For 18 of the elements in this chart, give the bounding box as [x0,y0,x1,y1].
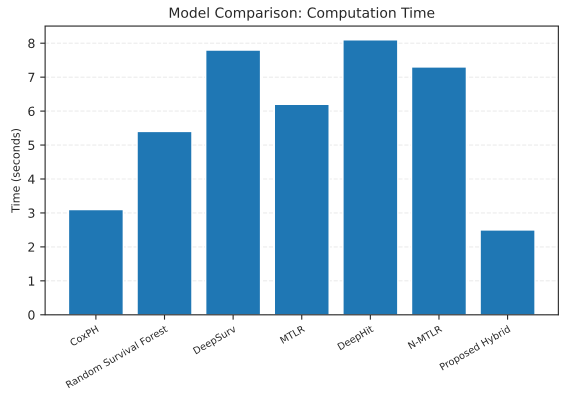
y-tick-label: 2 [28,242,34,252]
y-tick-label: 0 [28,310,35,320]
y-tick-label: 3 [28,208,34,218]
bar [68,208,124,315]
y-tick-label: 1 [28,276,34,286]
bar [204,49,262,315]
y-axis-title: Time (seconds) [11,128,22,213]
chart-title: Model Comparison: Computation Time [170,7,434,21]
y-tick-label: 5 [28,140,34,150]
y-tick-label: 8 [28,38,35,48]
y-tick-label: 7 [28,72,34,82]
y-tick-label: 6 [28,106,35,116]
bar [274,104,330,315]
bar [136,130,193,315]
bar [479,229,536,315]
bar [342,39,398,315]
bar [410,66,468,315]
y-tick-label: 4 [28,174,35,184]
